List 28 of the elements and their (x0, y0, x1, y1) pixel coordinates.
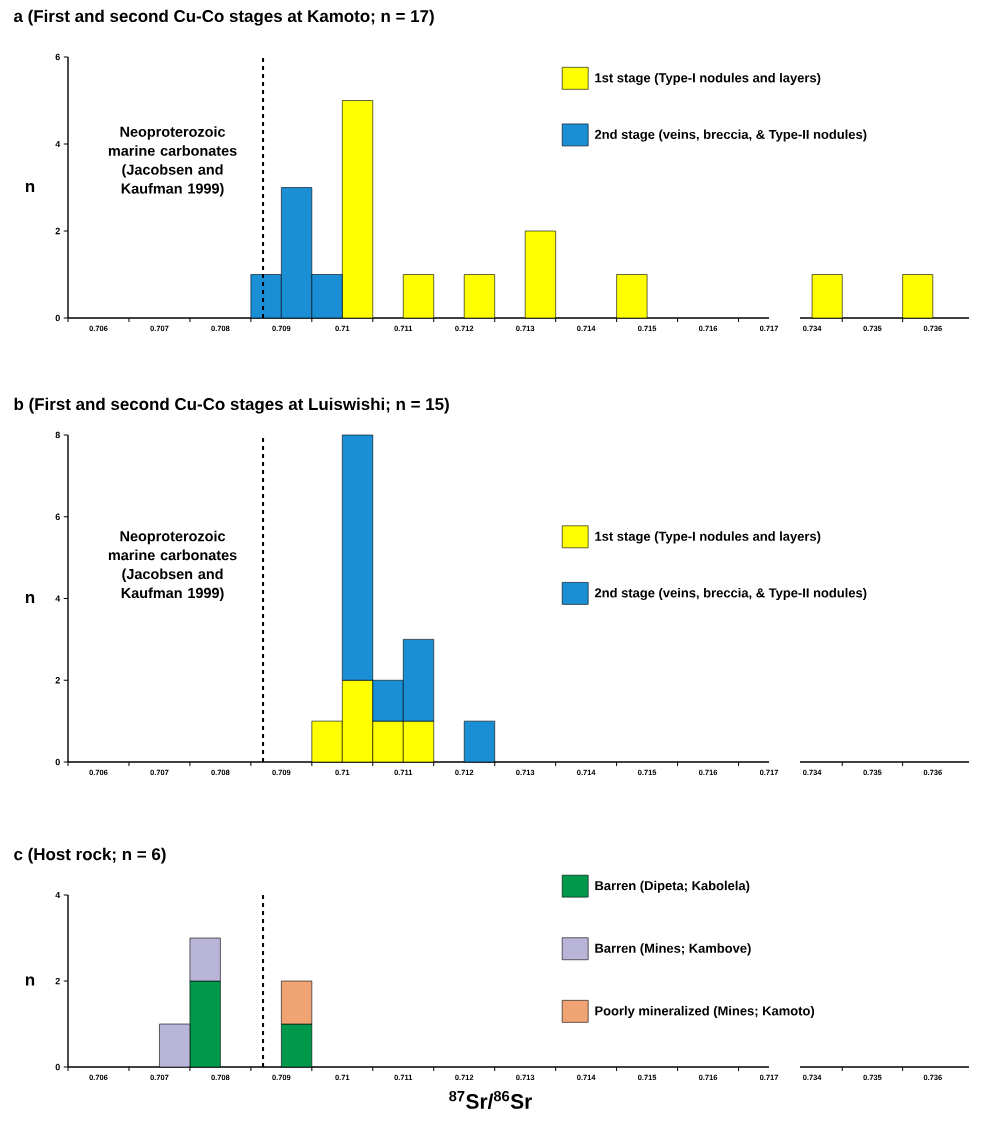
y-tick-label: 6 (55, 53, 60, 61)
legend-label: 1st stage (Type-I nodules and layers) (595, 72, 821, 86)
y-tick-label: 2 (55, 677, 60, 684)
y-tick-label: 2 (55, 227, 60, 235)
legend-label: 1st stage (Type-I nodules and layers) (595, 531, 821, 544)
chart-title: b (First and second Cu-Co stages at Luiswishi; n = 15) (14, 397, 449, 414)
legend-label: Barren (Mines; Kambove) (595, 943, 751, 956)
y-tick-label: 0 (55, 314, 60, 322)
y-tick-label: 4 (55, 140, 61, 148)
x-axis-title: $^{87}$Sr/$^{86}$Sr (449, 1090, 532, 1110)
ref-line-label: Neoproterozoic marine carbonates (Jacobsen and Kaufman 1999) (108, 126, 237, 197)
y-tick-label: 8 (55, 431, 60, 439)
y-tick-label: 4 (55, 595, 61, 602)
ref-line-label: Neoproterozoic marine carbonates (Jacobsen and Kaufman 1999) (108, 530, 237, 601)
legend-label: Poorly mineralized (Mines; Kamoto) (595, 1005, 815, 1018)
y-tick-label: 0 (55, 758, 60, 766)
y-tick-label: 4 (55, 891, 61, 899)
y-tick-label: 0 (55, 1063, 60, 1071)
y-tick-label: 2 (55, 977, 60, 985)
legend-label: 2nd stage (veins, breccia, & Type-II nodules) (594, 587, 867, 601)
y-axis-title: n (25, 182, 35, 193)
y-tick-label: 6 (55, 513, 60, 520)
y-axis-title: n (25, 593, 35, 604)
legend-label: Barren (Dipeta; Kabolela) (595, 880, 750, 893)
y-axis-title: n (25, 976, 35, 986)
chart-title: a (First and second Cu-Co stages at Kamoto; n = 17) (14, 9, 434, 26)
legend-label: 2nd stage (veins, breccia, & Type-II nodules) (594, 129, 867, 142)
chart-title: c (Host rock; n = 6) (14, 847, 166, 864)
